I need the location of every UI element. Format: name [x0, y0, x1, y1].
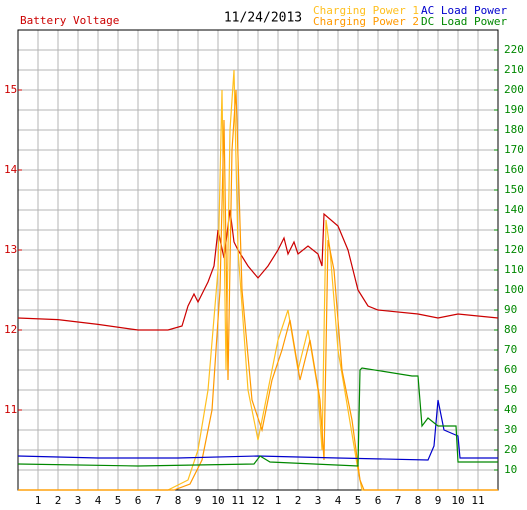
y2-tick-label: 50	[504, 383, 517, 396]
x-tick-label: 2	[55, 494, 62, 507]
y-tick-label: 12	[4, 323, 17, 336]
x-tick-label: 12	[251, 494, 264, 507]
y2-tick-label: 190	[504, 103, 524, 116]
x-tick-label: 9	[435, 494, 442, 507]
series-line	[17, 367, 498, 467]
series-line	[17, 209, 499, 331]
y2-tick-label: 220	[504, 43, 524, 56]
y2-tick-label: 120	[504, 243, 524, 256]
x-tick-label: 6	[375, 494, 382, 507]
x-tick-label: 4	[335, 494, 342, 507]
y2-tick-label: 10	[504, 463, 517, 476]
y2-tick-label: 70	[504, 343, 517, 356]
series-line	[17, 399, 498, 461]
y2-tick-label: 160	[504, 163, 524, 176]
x-tick-label: 8	[415, 494, 422, 507]
y-tick-label: 11	[4, 403, 17, 416]
chart-title: Battery Voltage	[20, 14, 119, 27]
y2-tick-label: 60	[504, 363, 517, 376]
x-tick-label: 1	[35, 494, 42, 507]
x-tick-label: 5	[355, 494, 362, 507]
x-tick-label: 3	[75, 494, 82, 507]
x-tick-label: 5	[115, 494, 122, 507]
legend-entry: AC Load Power	[421, 4, 507, 17]
x-tick-label: 1	[275, 494, 282, 507]
series-line	[18, 69, 498, 491]
y2-tick-label: 130	[504, 223, 524, 236]
x-tick-label: 10	[451, 494, 464, 507]
y2-tick-label: 170	[504, 143, 524, 156]
x-tick-label: 11	[471, 494, 484, 507]
x-tick-label: 7	[155, 494, 162, 507]
y2-tick-label: 90	[504, 303, 517, 316]
y2-tick-label: 200	[504, 83, 524, 96]
legend-entry: Charging Power 2	[313, 15, 419, 28]
y2-tick-label: 180	[504, 123, 524, 136]
legend-entry: DC Load Power	[421, 15, 507, 28]
y2-tick-label: 110	[504, 263, 524, 276]
y2-tick-label: 20	[504, 443, 517, 456]
y-tick-label: 13	[4, 243, 17, 256]
y2-tick-label: 210	[504, 63, 524, 76]
y2-tick-label: 40	[504, 403, 517, 416]
x-tick-label: 6	[135, 494, 142, 507]
x-tick-label: 11	[231, 494, 244, 507]
series-line	[18, 89, 498, 491]
chart-date: 11/24/2013	[224, 11, 302, 26]
y2-tick-label: 140	[504, 203, 524, 216]
y-tick-label: 15	[4, 83, 17, 96]
y2-tick-label: 30	[504, 423, 517, 436]
y-tick-label: 14	[4, 163, 18, 176]
x-tick-label: 10	[211, 494, 224, 507]
legend-entry: Charging Power 1	[313, 4, 419, 17]
plot-frame	[17, 29, 499, 491]
x-tick-label: 2	[295, 494, 302, 507]
x-tick-label: 4	[95, 494, 102, 507]
x-tick-label: 8	[175, 494, 182, 507]
y2-tick-label: 150	[504, 183, 524, 196]
y2-tick-label: 80	[504, 323, 517, 336]
x-tick-label: 9	[195, 494, 202, 507]
x-tick-label: 7	[395, 494, 402, 507]
x-tick-label: 3	[315, 494, 322, 507]
y2-tick-label: 100	[504, 283, 524, 296]
